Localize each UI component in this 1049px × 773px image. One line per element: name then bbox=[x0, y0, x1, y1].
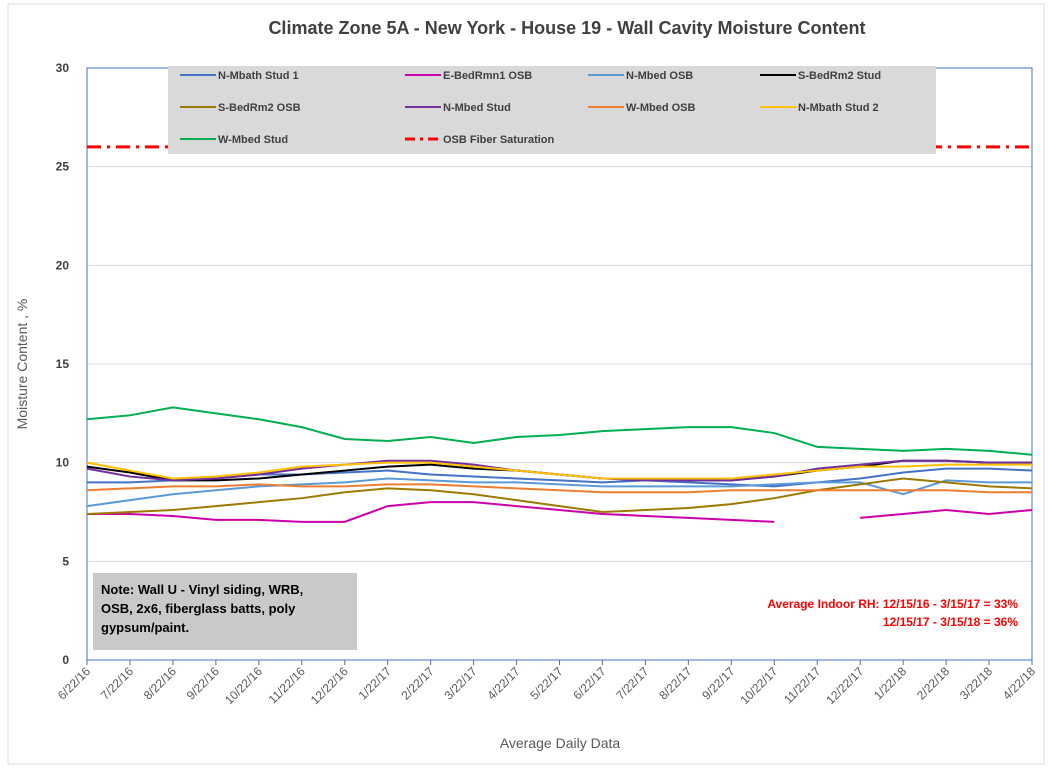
series-line bbox=[86, 477, 1032, 508]
series-line bbox=[86, 477, 1033, 515]
legend-label: N-Mbath Stud 1 bbox=[218, 70, 299, 82]
legend-label: W-Mbed Stud bbox=[218, 134, 288, 146]
legend-label: N-Mbed Stud bbox=[443, 102, 511, 114]
y-tick-label: 20 bbox=[56, 258, 70, 272]
legend-label: E-BedRmn1 OSB bbox=[443, 70, 532, 82]
annotation: Average Indoor RH: 12/15/16 - 3/15/17 = … bbox=[767, 597, 1018, 611]
legend-label: W-Mbed OSB bbox=[626, 102, 695, 114]
chart-title: Climate Zone 5A - New York - House 19 - … bbox=[268, 18, 865, 38]
y-tick-label: 15 bbox=[56, 357, 70, 371]
annotation: 12/15/17 - 3/15/18 = 36% bbox=[883, 615, 1018, 629]
legend-label: OSB Fiber Saturation bbox=[443, 134, 555, 146]
series-line bbox=[86, 461, 1032, 480]
legend-label: S-BedRm2 OSB bbox=[218, 102, 301, 114]
y-tick-label: 30 bbox=[56, 61, 70, 75]
note-box bbox=[93, 573, 357, 650]
y-tick-label: 5 bbox=[62, 554, 69, 568]
legend-label: S-BedRm2 Stud bbox=[798, 70, 881, 82]
series-line bbox=[86, 483, 1032, 494]
y-tick-label: 10 bbox=[56, 456, 70, 470]
y-tick-label: 0 bbox=[62, 653, 69, 667]
series-line bbox=[87, 501, 775, 523]
legend-label: N-Mbath Stud 2 bbox=[798, 102, 879, 114]
x-axis-label: Average Daily Data bbox=[500, 735, 621, 751]
note-text: gypsum/paint. bbox=[101, 620, 189, 635]
y-tick-label: 25 bbox=[56, 160, 70, 174]
legend-label: N-Mbed OSB bbox=[626, 70, 693, 82]
series-line bbox=[86, 406, 1033, 456]
note-text: OSB, 2x6, fiberglass batts, poly bbox=[101, 601, 296, 616]
legend-box bbox=[168, 66, 936, 154]
y-axis-label: Moisture Content , % bbox=[14, 299, 30, 430]
note-text: Note: Wall U - Vinyl siding, WRB, bbox=[101, 582, 303, 597]
series-line bbox=[860, 509, 1033, 519]
